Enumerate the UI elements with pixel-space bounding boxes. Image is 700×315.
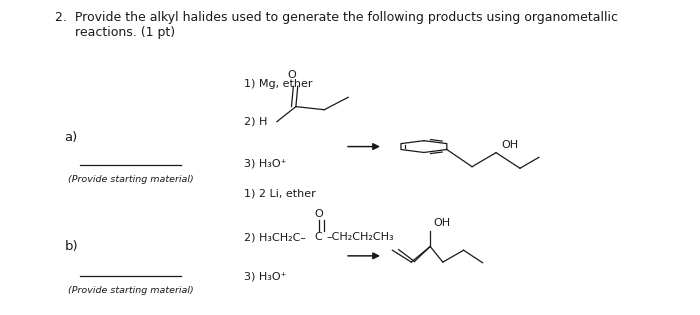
- Text: 2) H: 2) H: [244, 117, 267, 127]
- Text: OH: OH: [433, 218, 451, 228]
- Text: –CH₂CH₂CH₃: –CH₂CH₂CH₃: [326, 232, 394, 242]
- Text: 1) 2 Li, ether: 1) 2 Li, ether: [244, 188, 316, 198]
- Text: 1) Mg, ether: 1) Mg, ether: [244, 79, 313, 89]
- Text: (Provide starting material): (Provide starting material): [68, 175, 193, 184]
- Text: 3) H₃O⁺: 3) H₃O⁺: [244, 159, 287, 169]
- Text: OH: OH: [501, 140, 518, 150]
- Text: b): b): [64, 240, 78, 253]
- Text: a): a): [64, 131, 78, 144]
- Text: O: O: [287, 70, 296, 80]
- Text: O: O: [314, 209, 323, 219]
- Text: 2.  Provide the alkyl halides used to generate the following products using orga: 2. Provide the alkyl halides used to gen…: [55, 11, 618, 39]
- Text: (Provide starting material): (Provide starting material): [68, 285, 193, 295]
- Text: C: C: [315, 232, 323, 242]
- Text: 3) H₃O⁺: 3) H₃O⁺: [244, 271, 287, 281]
- Text: 2) H₃CH₂C–: 2) H₃CH₂C–: [244, 232, 306, 242]
